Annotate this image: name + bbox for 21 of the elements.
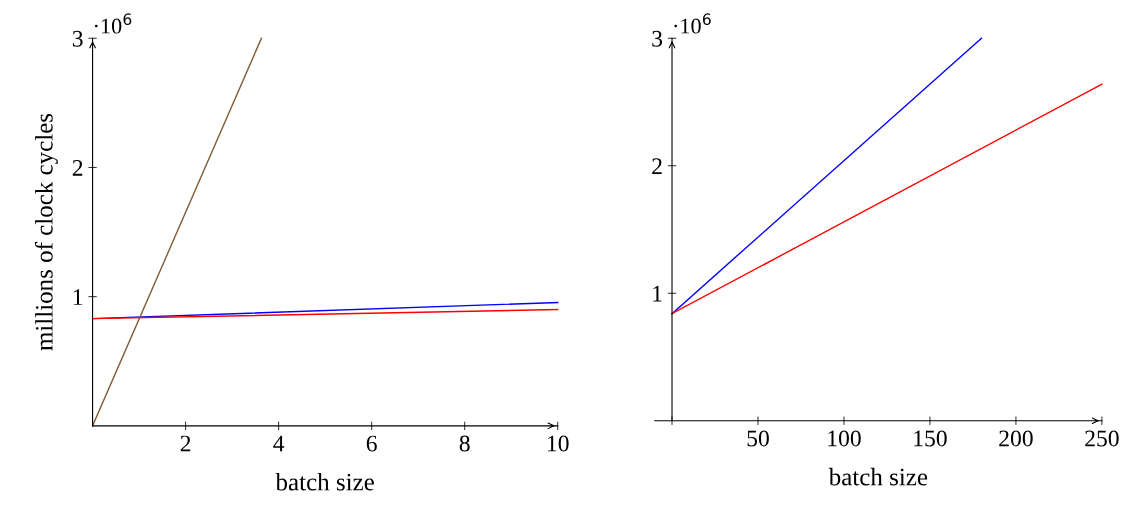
x-tick-label: 100 <box>828 430 861 447</box>
y-tick-label: 2 <box>72 160 83 176</box>
x-tick-label: 2 <box>180 435 191 452</box>
x-axis-title: batch size <box>828 467 928 486</box>
y-tick-label: 3 <box>652 30 663 47</box>
x-tick-label: 250 <box>1085 430 1119 447</box>
x-tick-label: 6 <box>366 435 377 452</box>
y-tick-label: 3 <box>72 30 83 47</box>
x-axis-title: batch size <box>275 472 374 491</box>
x-tick-label: 8 <box>459 435 470 452</box>
x-tick-label: 4 <box>273 435 285 452</box>
x-tick-label: 200 <box>999 430 1033 447</box>
text: ·10$^{6}$ <box>94 13 132 34</box>
y-tick-label: 1 <box>653 285 662 302</box>
x-tick-label: 150 <box>914 430 947 447</box>
text: ·10$^{6}$ <box>674 13 711 34</box>
x-tick-label: 50 <box>747 430 769 447</box>
x-tick-label: 10 <box>548 435 569 452</box>
y-axis-title: millions of clock cycles <box>34 113 58 351</box>
y-tick-label: 2 <box>652 158 662 174</box>
y-tick-label: 1 <box>73 289 83 305</box>
